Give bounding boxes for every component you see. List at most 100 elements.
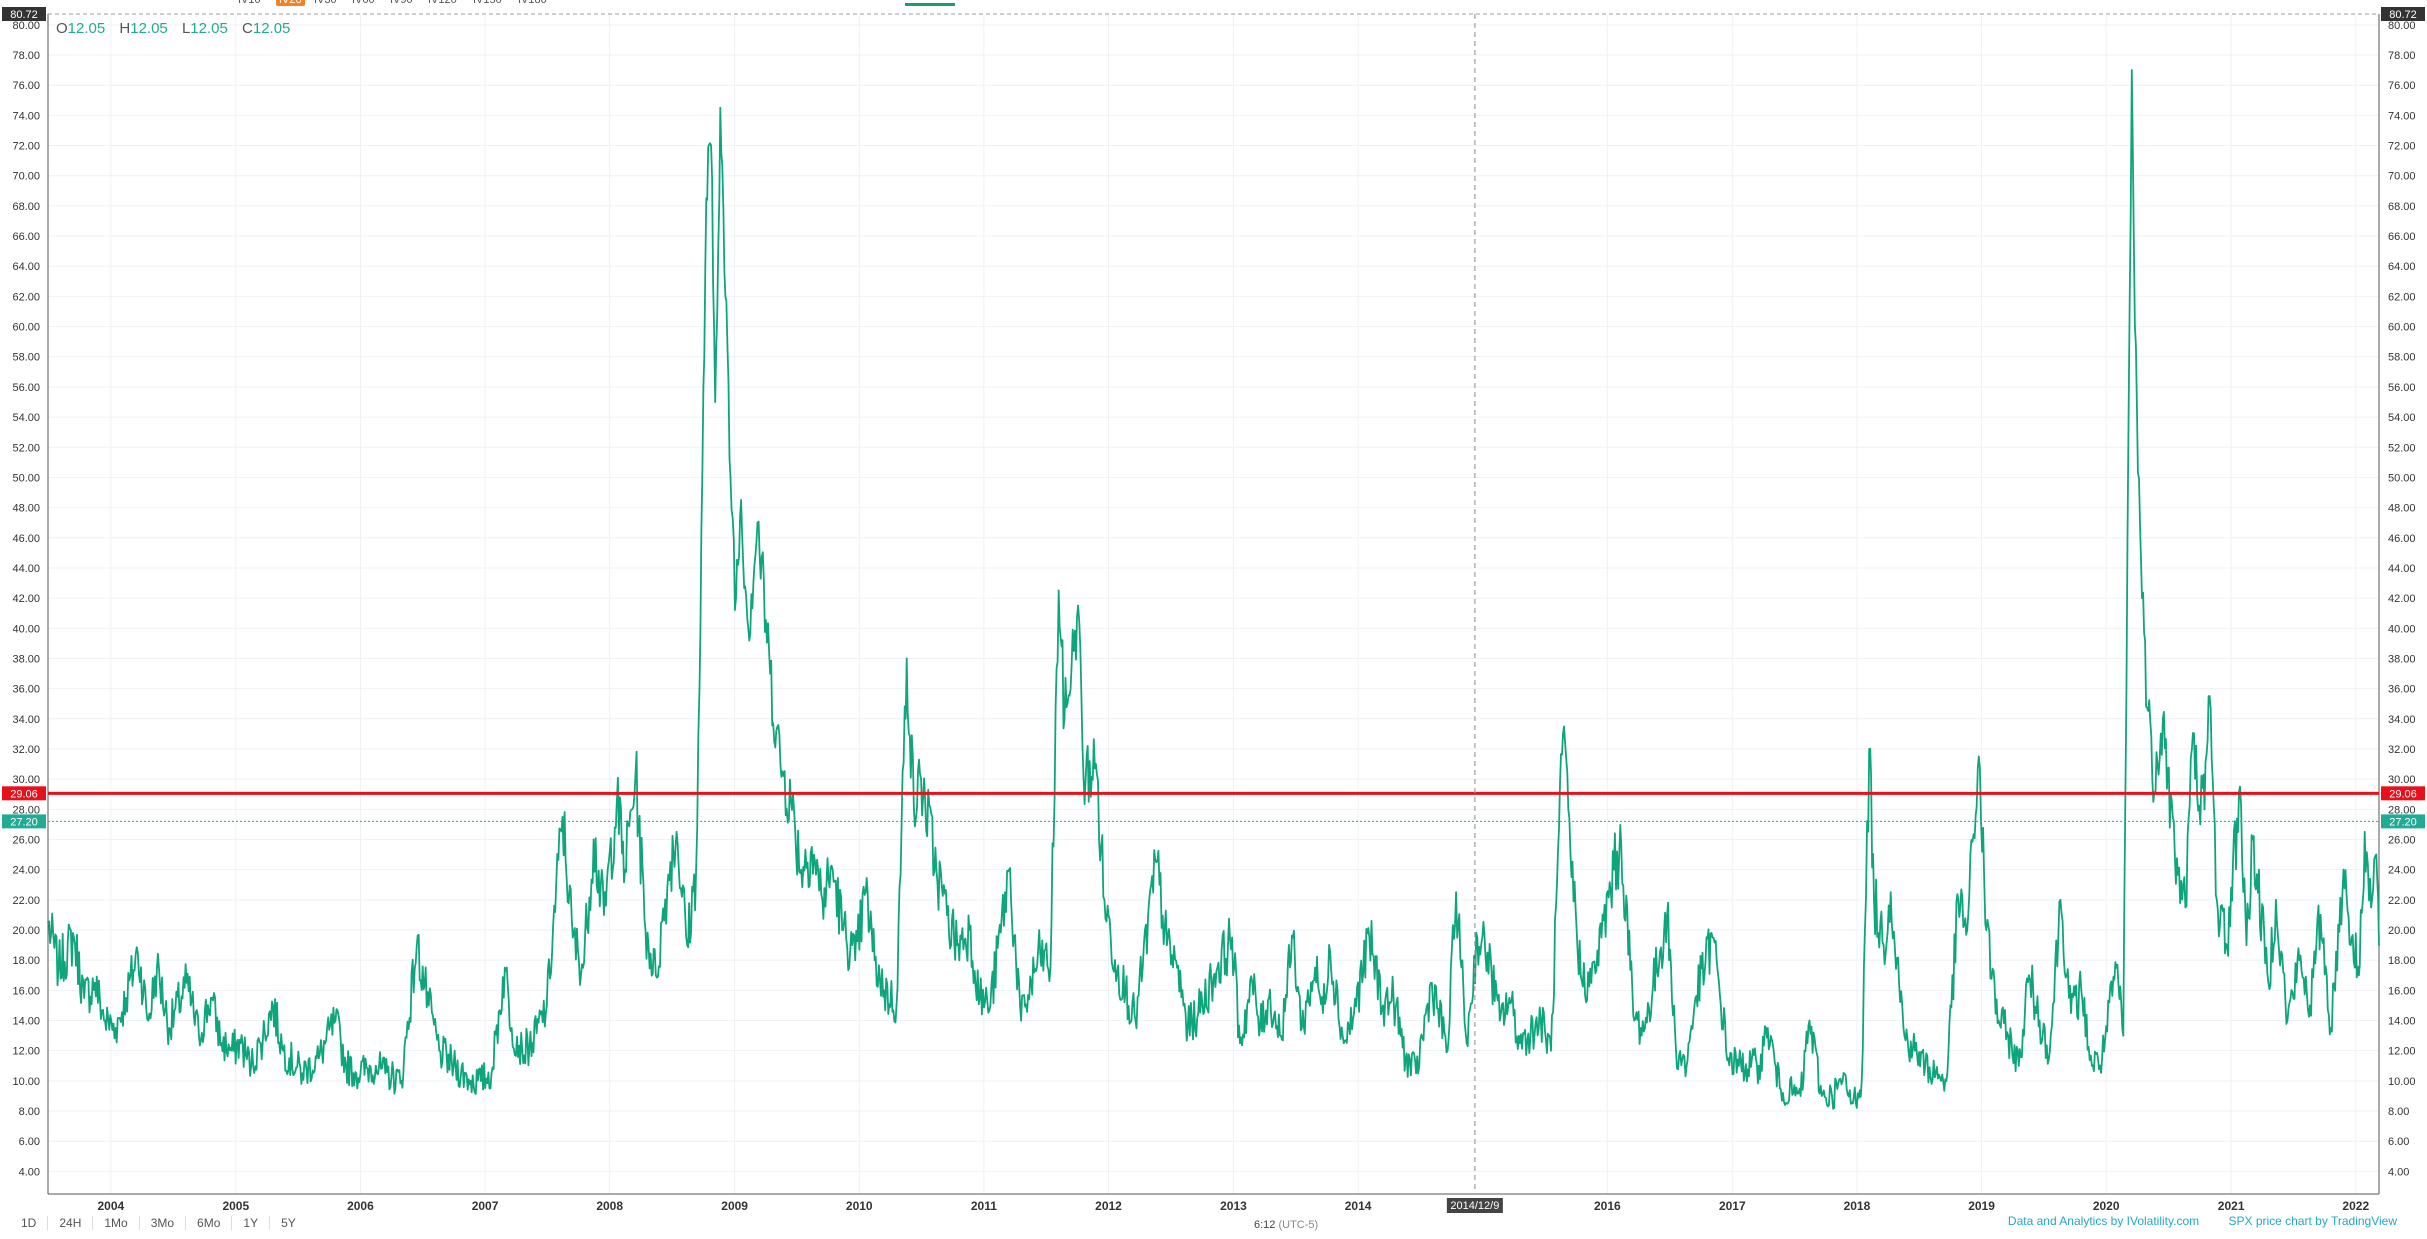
series [47,69,2380,1110]
data-point [1841,1079,1844,1082]
data-credit-link[interactable]: Data and Analytics by IVolatility.com [2007,1214,2200,1228]
y-tick-label-right: 30.00 [2388,774,2416,786]
data-point [1977,755,1980,758]
timeframe-toolbar: IV10 IV20 IV30 IV60 IV90 IV120 IV150 IV180 [0,0,2427,12]
y-tick-label-right: 50.00 [2388,472,2416,484]
y-tick-label-left: 6.00 [19,1136,40,1148]
range-1mo[interactable]: 1Mo [93,1216,140,1230]
chart-credit-link[interactable]: SPX price chart by TradingView [2228,1214,2397,1228]
y-tick-label-right: 76.00 [2388,80,2416,92]
data-point [334,1019,337,1022]
data-point [1231,936,1234,939]
data-point [905,657,908,660]
data-point [1134,1019,1137,1022]
range-1y[interactable]: 1Y [232,1216,271,1230]
data-point [912,808,915,811]
y-tick-label-right: 4.00 [2388,1166,2409,1178]
ohlc-readout: O12.05 H12.05 L12.05 C12.05 [56,20,290,37]
data-point [2370,906,2373,909]
data-point [1778,1087,1781,1090]
y-tick-label-left: 78.00 [12,50,40,62]
data-point [831,868,834,871]
data-point [2130,69,2133,72]
y-tick-label-right: 36.00 [2388,684,2416,696]
data-point [2239,785,2241,788]
timeframe-tab-iv60[interactable]: IV60 [352,0,375,6]
y-tick-label-left: 66.00 [12,231,40,243]
data-point [259,1042,262,1045]
data-point [2329,1027,2332,1029]
data-point [1039,951,1042,954]
range-24h[interactable]: 24H [48,1216,94,1230]
data-point [2378,944,2380,946]
top-value-label-right-bg [2381,7,2425,21]
timeframe-tab-iv180[interactable]: IV180 [518,0,547,6]
low-value: 12.05 [190,20,228,37]
data-point [239,1042,242,1045]
data-point [800,868,803,871]
timeframe-tab-iv10[interactable]: IV10 [238,0,261,6]
y-tick-label-right: 52.00 [2388,442,2416,454]
range-1d[interactable]: 1D [10,1216,49,1230]
data-point [1966,929,1969,931]
y-tick-label-left: 52.00 [12,442,40,454]
y-tick-label-right: 14.00 [2388,1016,2416,1028]
timeframe-tab-iv90[interactable]: IV90 [390,0,413,6]
data-point [1562,732,1564,735]
data-point [895,1004,898,1007]
data-point [521,1049,524,1052]
timezone-readout[interactable]: 6:12 (UTC-5) [1254,1219,1318,1231]
data-point [438,1049,441,1052]
data-point [2090,1064,2093,1067]
y-tick-label-right: 60.00 [2388,322,2416,334]
top-value-label-left-bg [2,7,46,21]
y-tick-label-left: 20.00 [12,925,40,937]
data-point [427,1004,430,1007]
data-point [654,974,657,977]
data-point [1889,891,1892,894]
data-point [1579,974,1582,977]
data-point [250,1064,253,1067]
range-5y[interactable]: 5Y [281,1216,296,1230]
y-tick-label-left: 8.00 [19,1106,40,1118]
data-point [2267,981,2270,984]
data-point [2173,853,2176,856]
range-6mo[interactable]: 6Mo [186,1216,233,1230]
data-point [1685,1064,1688,1067]
data-point [1415,1072,1418,1075]
data-point [2298,959,2301,962]
timeframe-tab-iv30[interactable]: IV30 [314,0,337,6]
y-tick-label-left: 18.00 [12,955,40,967]
data-point [2357,974,2360,977]
data-point [384,1072,387,1075]
data-point [2070,1012,2072,1014]
y-tick-label-right: 48.00 [2388,503,2416,515]
y-tick-label-left: 32.00 [12,744,40,756]
data-point [1353,1012,1355,1014]
y-tick-label-left: 68.00 [12,201,40,213]
data-point [1280,1034,1282,1037]
data-point [1008,868,1011,871]
y-tick-label-right: 66.00 [2388,231,2416,243]
data-point [2151,778,2154,781]
data-point [1094,763,1097,765]
y-tick-label-right: 18.00 [2388,955,2416,967]
data-point [724,295,727,298]
data-point [1569,853,1572,856]
y-tick-label-left: 80.00 [12,20,40,32]
data-point [1057,589,1060,592]
y-tick-label-left: 62.00 [12,291,40,303]
data-point [2203,808,2206,811]
timeframe-tab-iv150[interactable]: IV150 [473,0,502,6]
x-tick-label: 2016 [1594,1199,1621,1213]
data-point [1924,1064,1927,1067]
data-point [602,914,605,916]
data-point [2215,898,2218,901]
data-point [989,1004,992,1007]
y-tick-label-right: 8.00 [2388,1106,2409,1118]
data-point [415,944,418,946]
y-tick-label-left: 50.00 [12,472,40,484]
range-3mo[interactable]: 3Mo [140,1216,187,1230]
timeframe-tab-iv120[interactable]: IV120 [428,0,457,6]
timeframe-tab-iv20[interactable]: IV20 [276,0,305,6]
